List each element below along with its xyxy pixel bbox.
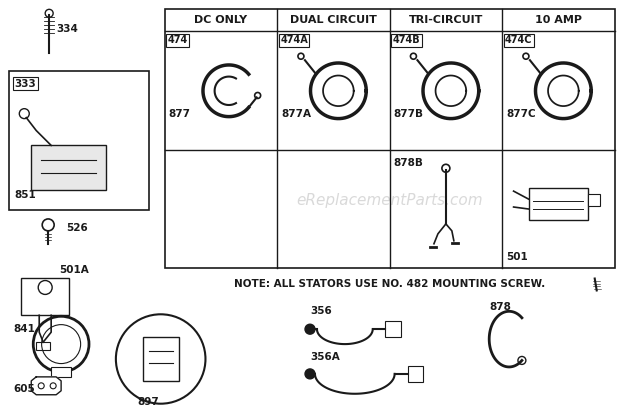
Text: 356A: 356A xyxy=(310,352,340,362)
Bar xyxy=(21,278,69,315)
Text: 474C: 474C xyxy=(505,35,533,45)
Bar xyxy=(9,71,149,210)
Text: 10 AMP: 10 AMP xyxy=(535,15,582,25)
Text: 877: 877 xyxy=(169,109,190,119)
Text: 878: 878 xyxy=(489,302,511,312)
Text: 526: 526 xyxy=(66,223,88,233)
Text: 474A: 474A xyxy=(280,35,308,45)
Text: 877C: 877C xyxy=(506,109,536,119)
Text: DC ONLY: DC ONLY xyxy=(194,15,247,25)
Text: 474: 474 xyxy=(167,35,188,45)
Text: 356: 356 xyxy=(310,306,332,316)
Bar xyxy=(51,367,71,377)
Text: 877A: 877A xyxy=(281,109,311,119)
Bar xyxy=(384,321,401,337)
Text: 878B: 878B xyxy=(394,158,423,168)
Circle shape xyxy=(305,324,315,334)
Circle shape xyxy=(305,369,315,379)
Bar xyxy=(36,342,50,350)
Text: TRI-CIRCUIT: TRI-CIRCUIT xyxy=(409,15,483,25)
Text: 501: 501 xyxy=(506,252,528,262)
Text: eReplacementParts.com: eReplacementParts.com xyxy=(296,193,483,208)
Text: 334: 334 xyxy=(56,24,78,34)
Bar xyxy=(143,337,179,381)
Bar xyxy=(588,194,600,206)
Text: 333: 333 xyxy=(14,79,36,89)
Text: 841: 841 xyxy=(14,324,35,334)
Bar xyxy=(31,145,106,190)
Text: 897: 897 xyxy=(138,397,159,407)
Text: 605: 605 xyxy=(14,384,35,394)
Text: 474B: 474B xyxy=(392,35,420,45)
Bar xyxy=(528,188,588,220)
Text: DUAL CIRCUIT: DUAL CIRCUIT xyxy=(290,15,377,25)
Text: 851: 851 xyxy=(14,190,36,200)
Polygon shape xyxy=(31,377,61,395)
Text: 501A: 501A xyxy=(59,265,89,275)
Text: NOTE: ALL STATORS USE NO. 482 MOUNTING SCREW.: NOTE: ALL STATORS USE NO. 482 MOUNTING S… xyxy=(234,280,545,290)
Bar xyxy=(407,366,423,382)
Text: 877B: 877B xyxy=(394,109,423,119)
Bar xyxy=(165,9,614,268)
